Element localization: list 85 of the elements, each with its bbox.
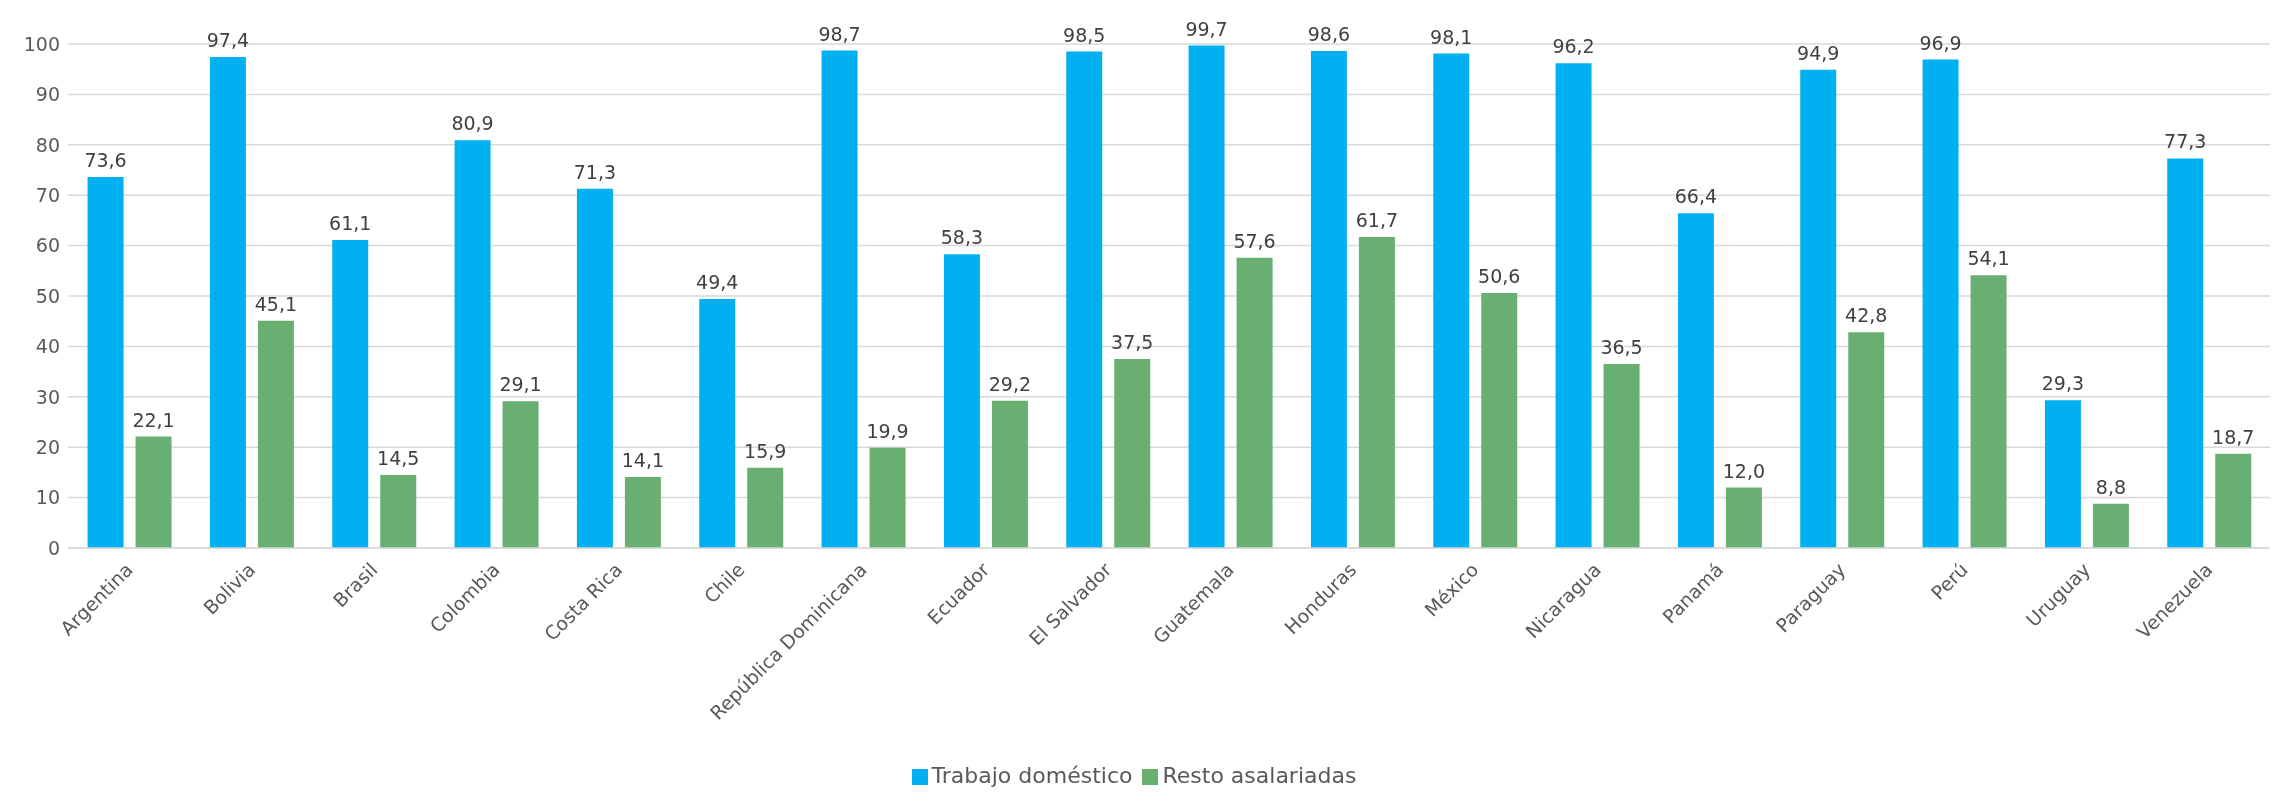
y-tick-label: 40 xyxy=(35,335,60,358)
y-tick-label: 70 xyxy=(35,183,60,206)
data-label: 71,3 xyxy=(573,160,617,183)
data-label: 57,6 xyxy=(1233,229,1276,252)
bar xyxy=(257,320,294,548)
data-label: 97,4 xyxy=(206,29,250,52)
data-label: 58,3 xyxy=(940,226,984,249)
y-tick-label: 0 xyxy=(47,536,60,559)
bar xyxy=(1310,51,1347,548)
bar xyxy=(1433,53,1470,548)
data-label: 14,5 xyxy=(377,446,420,469)
data-label: 29,1 xyxy=(499,373,542,396)
data-label: 99,7 xyxy=(1185,17,1228,40)
data-label: 73,6 xyxy=(84,149,127,172)
bar xyxy=(2215,453,2252,548)
bar xyxy=(699,299,736,548)
bar xyxy=(135,436,172,548)
y-tick-label: 80 xyxy=(35,133,60,156)
legend-label: Resto asalariadas xyxy=(1162,763,1357,788)
bar xyxy=(2044,400,2081,548)
data-label: 14,1 xyxy=(621,448,665,471)
bar xyxy=(209,57,246,548)
data-label: 50,6 xyxy=(1478,264,1521,287)
y-tick-label: 100 xyxy=(23,32,60,55)
data-label: 15,9 xyxy=(744,439,787,462)
bar xyxy=(1555,63,1592,548)
data-label: 49,4 xyxy=(696,271,739,294)
data-label: 94,9 xyxy=(1797,41,1840,64)
bar xyxy=(2092,503,2129,548)
y-tick-label: 20 xyxy=(35,435,60,458)
data-label: 37,5 xyxy=(1111,331,1154,353)
y-tick-label: 10 xyxy=(35,486,60,509)
bar xyxy=(1236,257,1273,548)
data-label: 22,1 xyxy=(132,408,175,431)
bar xyxy=(1358,237,1395,548)
y-tick-label: 30 xyxy=(35,385,60,408)
bar xyxy=(1481,292,1518,548)
y-tick-label: 60 xyxy=(35,234,60,257)
bar xyxy=(1848,332,1885,548)
bar xyxy=(332,240,369,548)
bar xyxy=(1725,487,1762,548)
data-label: 77,3 xyxy=(2164,130,2207,153)
data-label: 8,8 xyxy=(2095,475,2127,498)
data-label: 29,3 xyxy=(2041,372,2085,395)
data-label: 42,8 xyxy=(1845,304,1888,327)
bar xyxy=(869,447,906,548)
bar xyxy=(1800,69,1837,548)
data-label: 45,1 xyxy=(254,292,298,315)
data-label: 12,0 xyxy=(1722,459,1766,482)
bar xyxy=(991,400,1028,548)
data-label: 80,9 xyxy=(451,112,494,135)
bar xyxy=(1677,213,1714,548)
data-label: 61,7 xyxy=(1355,209,1399,232)
bar xyxy=(380,474,417,548)
bar xyxy=(1970,275,2007,548)
y-tick-label: 90 xyxy=(35,83,60,106)
bar xyxy=(747,467,784,548)
legend-label: Trabajo doméstico xyxy=(931,763,1133,788)
bar xyxy=(943,254,980,548)
data-label: 96,9 xyxy=(1919,31,1962,54)
y-tick-label: 50 xyxy=(35,284,60,307)
data-label: 66,4 xyxy=(1674,185,1718,208)
data-label: 54,1 xyxy=(1967,247,2010,270)
data-label: 96,2 xyxy=(1552,35,1595,58)
bar xyxy=(1114,359,1151,548)
data-label: 98,6 xyxy=(1307,23,1351,46)
data-label: 61,1 xyxy=(329,212,372,235)
bar xyxy=(1603,364,1640,548)
bar xyxy=(454,140,491,548)
bar xyxy=(1066,51,1103,548)
data-label: 98,5 xyxy=(1063,23,1106,46)
bar xyxy=(576,188,613,548)
data-label: 18,7 xyxy=(2212,425,2255,448)
data-label: 29,2 xyxy=(988,372,1032,395)
data-label: 36,5 xyxy=(1600,336,1643,359)
bar xyxy=(1922,59,1959,548)
bar xyxy=(87,177,124,548)
bar xyxy=(624,476,661,548)
bar xyxy=(502,401,539,548)
bar xyxy=(821,50,858,548)
data-label: 98,1 xyxy=(1430,25,1473,48)
data-label: 98,7 xyxy=(818,22,861,45)
bar xyxy=(2167,158,2204,548)
bar xyxy=(1188,45,1225,548)
data-label: 19,9 xyxy=(866,419,909,442)
